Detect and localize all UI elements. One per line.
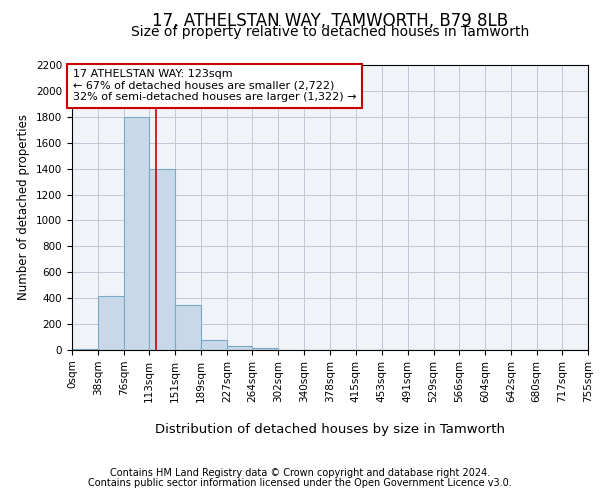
Text: Size of property relative to detached houses in Tamworth: Size of property relative to detached ho… [131,25,529,39]
Bar [201,340,227,350]
Bar [149,168,175,350]
Bar [72,348,98,350]
Bar [98,296,124,350]
Y-axis label: Number of detached properties: Number of detached properties [17,114,31,300]
Text: Contains HM Land Registry data © Crown copyright and database right 2024.: Contains HM Land Registry data © Crown c… [110,468,490,477]
Text: 17 ATHELSTAN WAY: 123sqm
← 67% of detached houses are smaller (2,722)
32% of sem: 17 ATHELSTAN WAY: 123sqm ← 67% of detach… [73,70,356,102]
Bar [175,304,201,350]
Bar [227,346,253,350]
Bar [124,117,149,350]
Text: 17, ATHELSTAN WAY, TAMWORTH, B79 8LB: 17, ATHELSTAN WAY, TAMWORTH, B79 8LB [152,12,508,30]
Text: Contains public sector information licensed under the Open Government Licence v3: Contains public sector information licen… [88,478,512,488]
Bar [253,348,278,350]
Text: Distribution of detached houses by size in Tamworth: Distribution of detached houses by size … [155,422,505,436]
